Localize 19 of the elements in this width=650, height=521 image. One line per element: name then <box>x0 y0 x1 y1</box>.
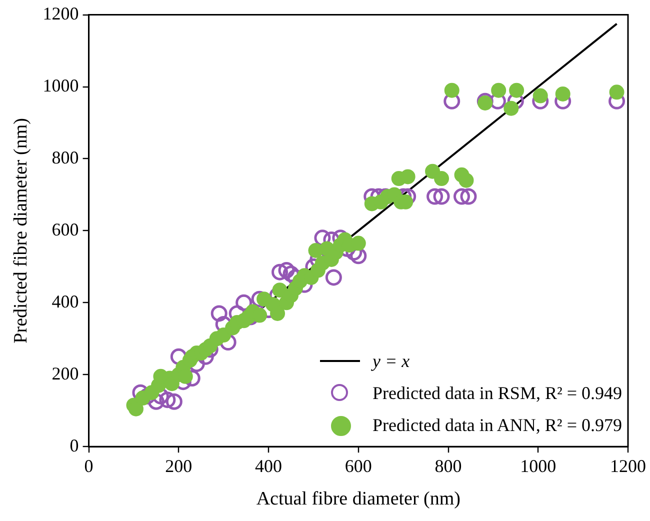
x-tick-label: 800 <box>434 456 462 476</box>
x-tick-label: 1200 <box>610 456 646 476</box>
legend-label: Predicted data in RSM, R² = 0.949 <box>372 382 622 405</box>
x-tick-label: 0 <box>84 456 94 476</box>
y-tick-label: 800 <box>52 147 79 168</box>
y-tick-label: 400 <box>52 291 79 312</box>
y-tick-label: 0 <box>70 435 79 456</box>
x-tick-label: 1000 <box>520 456 556 476</box>
y-tick-label: 1000 <box>42 76 79 96</box>
y-tick-label: 600 <box>52 219 79 240</box>
x-axis-title: Actual fibre diameter (nm) <box>256 488 460 510</box>
x-tick-label: 600 <box>344 456 372 476</box>
y-tick-label: 200 <box>52 363 79 384</box>
x-tick-label: 200 <box>165 456 192 476</box>
y-axis-title: Predicted fibre diameter (nm) <box>10 118 32 344</box>
y-tick-label: 1200 <box>42 4 79 24</box>
x-tick-label: 400 <box>255 456 282 476</box>
legend-label: Predicted data in ANN, R² = 0.979 <box>372 414 622 437</box>
legend-label: y = x <box>372 350 410 373</box>
